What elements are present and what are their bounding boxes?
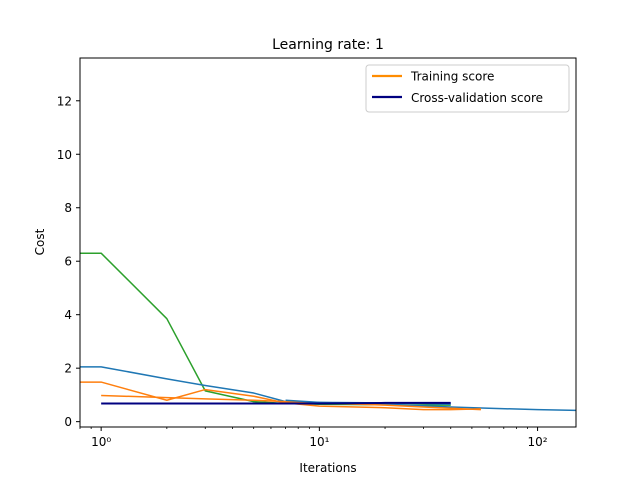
legend: Training score Cross-validation score (365, 64, 570, 113)
x-axis-label: Iterations (299, 461, 356, 475)
legend-label-training: Training score (410, 70, 494, 84)
y-tick-label-4: 8 (64, 201, 72, 215)
y-tick-label-0: 0 (64, 415, 72, 429)
x-tick-label-0: 10⁰ (91, 435, 111, 449)
legend-label-cross-validation: Cross-validation score (411, 91, 543, 105)
y-axis-label: Cost (33, 228, 47, 255)
chart-title: Learning rate: 1 (272, 37, 384, 53)
series-line-3 (101, 394, 481, 411)
x-tick-label-2: 10² (528, 435, 548, 449)
series-line-5 (101, 401, 451, 405)
x-tick-label-1: 10¹ (309, 435, 329, 449)
y-tick-label-6: 12 (57, 94, 72, 108)
plot-lines (80, 252, 577, 412)
y-tick-label-2: 4 (64, 308, 72, 322)
y-tick-label-3: 6 (64, 255, 72, 269)
x-axis-ticks: 10⁰ 10¹ 10² (79, 427, 548, 449)
legend-box (365, 64, 570, 113)
y-tick-label-5: 10 (57, 148, 72, 162)
axes-frame (79, 57, 577, 428)
y-tick-label-1: 2 (64, 362, 72, 376)
y-axis-ticks: 0 2 4 6 8 10 12 (57, 94, 80, 429)
